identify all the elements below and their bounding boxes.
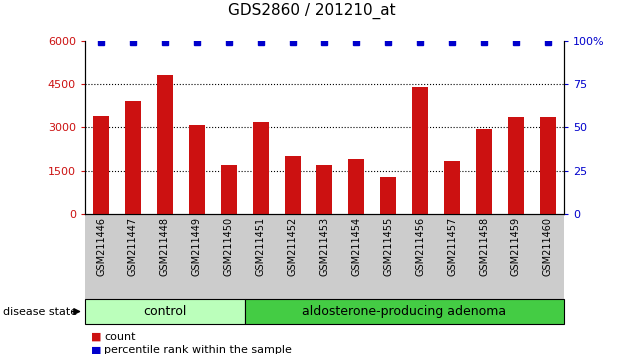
Text: percentile rank within the sample: percentile rank within the sample (104, 346, 292, 354)
Text: ■: ■ (91, 346, 102, 354)
Bar (125, 101, 141, 214)
Bar (476, 129, 492, 214)
Bar (444, 161, 460, 214)
Text: control: control (143, 305, 186, 318)
Text: count: count (104, 332, 135, 342)
Bar (540, 117, 556, 214)
Text: ■: ■ (91, 332, 102, 342)
Bar (412, 87, 428, 214)
Text: disease state: disease state (3, 307, 77, 316)
Bar (348, 159, 364, 214)
Text: GDS2860 / 201210_at: GDS2860 / 201210_at (228, 3, 396, 19)
Text: aldosterone-producing adenoma: aldosterone-producing adenoma (302, 305, 507, 318)
Bar (189, 125, 205, 214)
Bar (316, 165, 333, 214)
Bar (285, 156, 301, 214)
Bar (93, 116, 109, 214)
Bar (157, 75, 173, 214)
Bar (220, 165, 237, 214)
Bar (253, 122, 268, 214)
Bar (381, 177, 396, 214)
Bar (508, 117, 524, 214)
